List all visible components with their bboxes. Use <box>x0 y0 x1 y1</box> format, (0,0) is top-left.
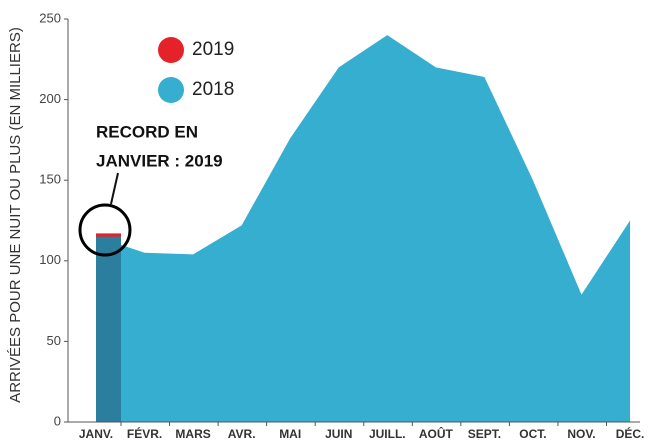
annotation: RECORD EN <box>96 122 198 141</box>
x-tick-label: SEPT. <box>468 427 501 441</box>
legend-swatch <box>158 37 184 63</box>
y-tick-label: 200 <box>39 91 61 106</box>
legend-label: 2019 <box>192 39 234 60</box>
y-tick-label: 50 <box>47 333 61 348</box>
x-tick-label: JANV. <box>79 427 113 441</box>
x-tick-label: JUIN <box>325 427 352 441</box>
legend-label: 2018 <box>192 79 234 100</box>
legend-swatch <box>158 77 184 103</box>
x-tick-label: MARS <box>175 427 210 441</box>
x-tick-label: JUILL. <box>369 427 406 441</box>
x-tick-label: NOV. <box>567 427 595 441</box>
annotation: JANVIER : 2019 <box>96 151 223 170</box>
y-tick-label: 100 <box>39 252 61 267</box>
y-tick-label: 250 <box>39 10 61 25</box>
annotation-line <box>110 172 119 205</box>
y-tick-label: 150 <box>39 172 61 187</box>
x-tick-label: AOÛT <box>419 426 454 441</box>
x-tick-label: DÉC. <box>616 426 645 441</box>
overlap-bar <box>96 236 121 422</box>
annotation-circle <box>78 203 132 257</box>
x-tick-label: AVR. <box>228 427 256 441</box>
y-axis-title: ARRIVÉES POUR UNE NUIT OU PLUS (EN MILLI… <box>7 27 24 403</box>
x-tick-label: MAI <box>279 427 301 441</box>
y-tick-label: 0 <box>54 413 61 428</box>
x-tick-label: FÉVR. <box>127 426 162 441</box>
x-tick-label: OCT. <box>519 427 546 441</box>
area <box>96 35 631 423</box>
